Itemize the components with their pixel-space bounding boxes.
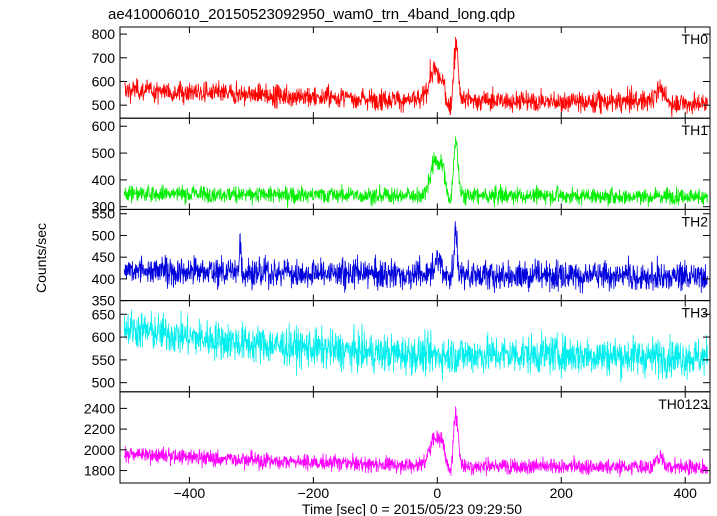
y-tick-label: 400 <box>92 271 116 287</box>
y-tick-label: 600 <box>92 73 116 89</box>
y-tick-label: 2200 <box>84 421 115 437</box>
y-tick-label: 500 <box>92 375 116 391</box>
x-tick-label: −400 <box>174 485 206 501</box>
y-tick-label: 350 <box>92 293 116 309</box>
series-th1 <box>123 136 708 208</box>
y-tick-label: 600 <box>92 118 116 134</box>
panel-th2: 350 400 450 500 550 TH2 <box>92 206 711 309</box>
panel-th1: 300 400 500 600 TH1 <box>92 117 711 215</box>
panel-label: TH0123 <box>658 396 708 412</box>
panel-th3: 500 550 600 650 TH3 <box>92 300 711 393</box>
y-tick-label: 1800 <box>84 463 115 479</box>
y-tick-label: 650 <box>92 306 116 322</box>
y-tick-label: 2000 <box>84 442 115 458</box>
panel-frame <box>119 391 711 484</box>
y-tick-label: 700 <box>92 50 116 66</box>
y-tick-label: 500 <box>92 97 116 113</box>
panel-label: TH1 <box>682 122 709 138</box>
x-tick-label: 400 <box>674 485 698 501</box>
y-tick-label: 600 <box>92 329 116 345</box>
y-tick-label: 2400 <box>84 400 115 416</box>
y-tick-label: 500 <box>92 145 116 161</box>
chart-title: ae410006010_20150523092950_wam0_trn_4ban… <box>108 6 515 23</box>
series-th2 <box>123 221 708 294</box>
y-axis-label: Counts/sec <box>33 223 49 293</box>
panel-label: TH0 <box>682 31 709 47</box>
y-tick-label: 500 <box>92 227 116 243</box>
panel-th0123: 1800 2000 2200 2400 TH0123 <box>84 391 711 484</box>
y-tick-label: 300 <box>92 199 116 215</box>
y-tick-label: 450 <box>92 249 116 265</box>
x-tick-label: −200 <box>298 485 330 501</box>
series-th0 <box>124 36 708 118</box>
x-axis-label: Time [sec] 0 = 2015/05/23 09:29:50 <box>302 501 522 516</box>
x-tick-label: 200 <box>550 485 574 501</box>
series-th0123 <box>123 406 708 477</box>
y-tick-label: 550 <box>92 352 116 368</box>
x-tick-label: 0 <box>433 485 441 501</box>
y-tick-label: 800 <box>92 26 116 42</box>
series-th3 <box>123 309 708 383</box>
y-tick-label: 550 <box>92 206 116 222</box>
panels-group: 500 600 700 800 TH0 300 400 500 600 TH1 350 400 450 5… <box>84 26 711 501</box>
panel-frame <box>119 208 711 302</box>
panel-th0: 500 600 700 800 TH0 <box>92 26 711 119</box>
panel-label: TH3 <box>682 305 709 321</box>
panel-label: TH2 <box>682 213 709 229</box>
y-tick-label: 400 <box>92 172 116 188</box>
